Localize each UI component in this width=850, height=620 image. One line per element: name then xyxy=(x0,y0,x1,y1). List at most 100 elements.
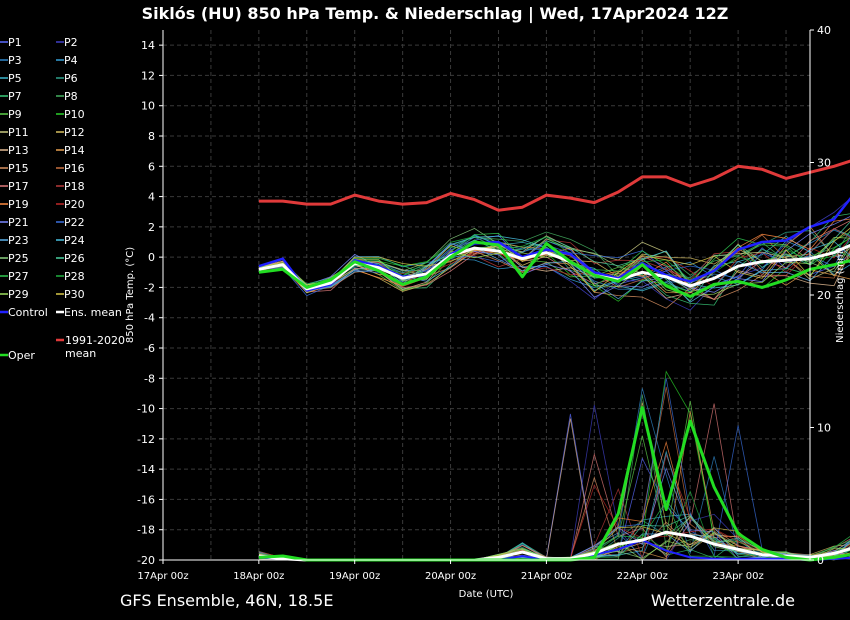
y-tick-label-left: 2 xyxy=(148,221,155,234)
legend-label: P28 xyxy=(64,270,85,283)
y-tick-label-left: -12 xyxy=(137,433,155,446)
y-tick-label-left: -6 xyxy=(144,342,155,355)
legend-label: P8 xyxy=(64,90,78,103)
legend-label: P9 xyxy=(8,108,22,121)
member-precip-line xyxy=(258,411,850,561)
member-precip-line xyxy=(258,388,850,561)
member-temp-line xyxy=(258,232,850,289)
legend-label: P22 xyxy=(64,216,85,229)
y-tick-label-left: 10 xyxy=(141,100,155,113)
legend-label: P10 xyxy=(64,108,85,121)
legend-label: P21 xyxy=(8,216,29,229)
oper-precip-line xyxy=(258,406,850,562)
y-tick-label-left: -18 xyxy=(137,524,155,537)
member-temp-line xyxy=(258,213,850,306)
member-precip-line xyxy=(258,418,850,561)
y-ticks-left: 14 12 10 8 6 4 2 0 -2 -4 -6 -8 -10 -12 -14 -16 -18 -20 xyxy=(137,39,163,567)
legend-label: P2 xyxy=(64,36,78,49)
member-precip-line xyxy=(258,402,850,561)
member-precip-line xyxy=(258,413,850,561)
y-tick-label-right: 40 xyxy=(817,24,831,37)
x-tick-label: 21Apr 00z xyxy=(521,571,572,582)
member-precip-line xyxy=(258,403,850,561)
legend-label: P25 xyxy=(8,252,29,265)
x-ticks: 17Apr 00z 18Apr 00z 19Apr 00z 20Apr 00z 21Ap… xyxy=(137,560,764,582)
chart-title: Siklós (HU) 850 hPa Temp. & Niederschlag… xyxy=(142,4,729,24)
legend-label: P3 xyxy=(8,54,22,67)
legend-label: P12 xyxy=(64,126,85,139)
legend-label: P14 xyxy=(64,144,85,157)
legend-label: P27 xyxy=(8,270,29,283)
y-axis-right-label: Niederschlag (mm) xyxy=(835,247,846,343)
member-temp-line xyxy=(258,247,850,300)
member-temp-line xyxy=(258,227,850,291)
control-temp-line xyxy=(258,196,850,292)
legend-label: P4 xyxy=(64,54,78,67)
member-precip-line xyxy=(258,370,850,561)
legend-label: P18 xyxy=(64,180,85,193)
y-tick-label-left: -4 xyxy=(144,312,155,325)
member-precip-line xyxy=(258,386,850,561)
member-temp-line xyxy=(258,237,850,292)
y-tick-label-left: -16 xyxy=(137,493,155,506)
footer-source: GFS Ensemble, 46N, 18.5E xyxy=(120,591,333,610)
legend-label: 1991-2020 mean xyxy=(65,334,125,360)
legend-label: P19 xyxy=(8,198,29,211)
member-precip-line xyxy=(258,400,850,561)
x-tick-label: 23Apr 00z xyxy=(713,571,764,582)
y-tick-label-right: 20 xyxy=(817,289,831,302)
legend-label: Ens. mean xyxy=(64,306,122,319)
legend-label: P23 xyxy=(8,234,29,247)
member-temp-line xyxy=(258,237,850,296)
legend-label: P1 xyxy=(8,36,22,49)
y-tick-label-left: 4 xyxy=(148,191,155,204)
legend: P1 P2 P3 P4 P5 P6 P7 P8 P9 P10 P11 P12 P13 P14 P15 P16 P… xyxy=(0,36,125,362)
x-tick-label: 22Apr 00z xyxy=(617,571,668,582)
y-tick-label-left: -14 xyxy=(137,463,155,476)
legend-label: P30 xyxy=(64,288,85,301)
legend-label: P5 xyxy=(8,72,22,85)
member-precip-line xyxy=(258,404,850,561)
y-tick-label-left: 6 xyxy=(148,160,155,173)
x-axis-label: Date (UTC) xyxy=(459,589,514,600)
legend-label: P20 xyxy=(64,198,85,211)
member-precip-line xyxy=(258,440,850,561)
y-tick-label-right: 10 xyxy=(817,422,831,435)
legend-label: P24 xyxy=(64,234,85,247)
legend-label: Oper xyxy=(8,349,35,362)
x-tick-label: 20Apr 00z xyxy=(425,571,476,582)
legend-label: P7 xyxy=(8,90,22,103)
member-lines xyxy=(258,198,850,561)
x-tick-label: 18Apr 00z xyxy=(233,571,284,582)
legend-label: P16 xyxy=(64,162,85,175)
y-tick-label-left: 8 xyxy=(148,130,155,143)
y-tick-label-left: 14 xyxy=(141,39,155,52)
y-axis-left-label: 850 hPa Temp. (°C) xyxy=(125,247,136,343)
member-temp-line xyxy=(258,218,850,294)
footer-site: Wetterzentrale.de xyxy=(651,591,795,610)
legend-label: P13 xyxy=(8,144,29,157)
y-tick-label-left: 12 xyxy=(141,69,155,82)
main-lines xyxy=(258,159,850,562)
y-tick-label-left: -10 xyxy=(137,403,155,416)
y-tick-label-right: 0 xyxy=(817,554,824,567)
legend-label: P11 xyxy=(8,126,29,139)
legend-label: P29 xyxy=(8,288,29,301)
legend-label: Control xyxy=(8,306,48,319)
legend-label: P17 xyxy=(8,180,29,193)
y-tick-label-left: -8 xyxy=(144,372,155,385)
y-tick-label-left: -20 xyxy=(137,554,155,567)
oper-temp-line xyxy=(258,240,850,298)
member-precip-line xyxy=(258,394,850,561)
y-tick-label-left: -2 xyxy=(144,281,155,294)
climate-mean-line xyxy=(258,159,850,212)
x-tick-label: 17Apr 00z xyxy=(137,571,188,582)
legend-label: P15 xyxy=(8,162,29,175)
y-ticks-right: 40 30 20 10 0 xyxy=(810,24,831,567)
y-tick-label-right: 30 xyxy=(817,157,831,170)
x-tick-label: 19Apr 00z xyxy=(329,571,380,582)
y-tick-label-left: 0 xyxy=(148,251,155,264)
legend-label: P6 xyxy=(64,72,78,85)
legend-label: P26 xyxy=(64,252,85,265)
